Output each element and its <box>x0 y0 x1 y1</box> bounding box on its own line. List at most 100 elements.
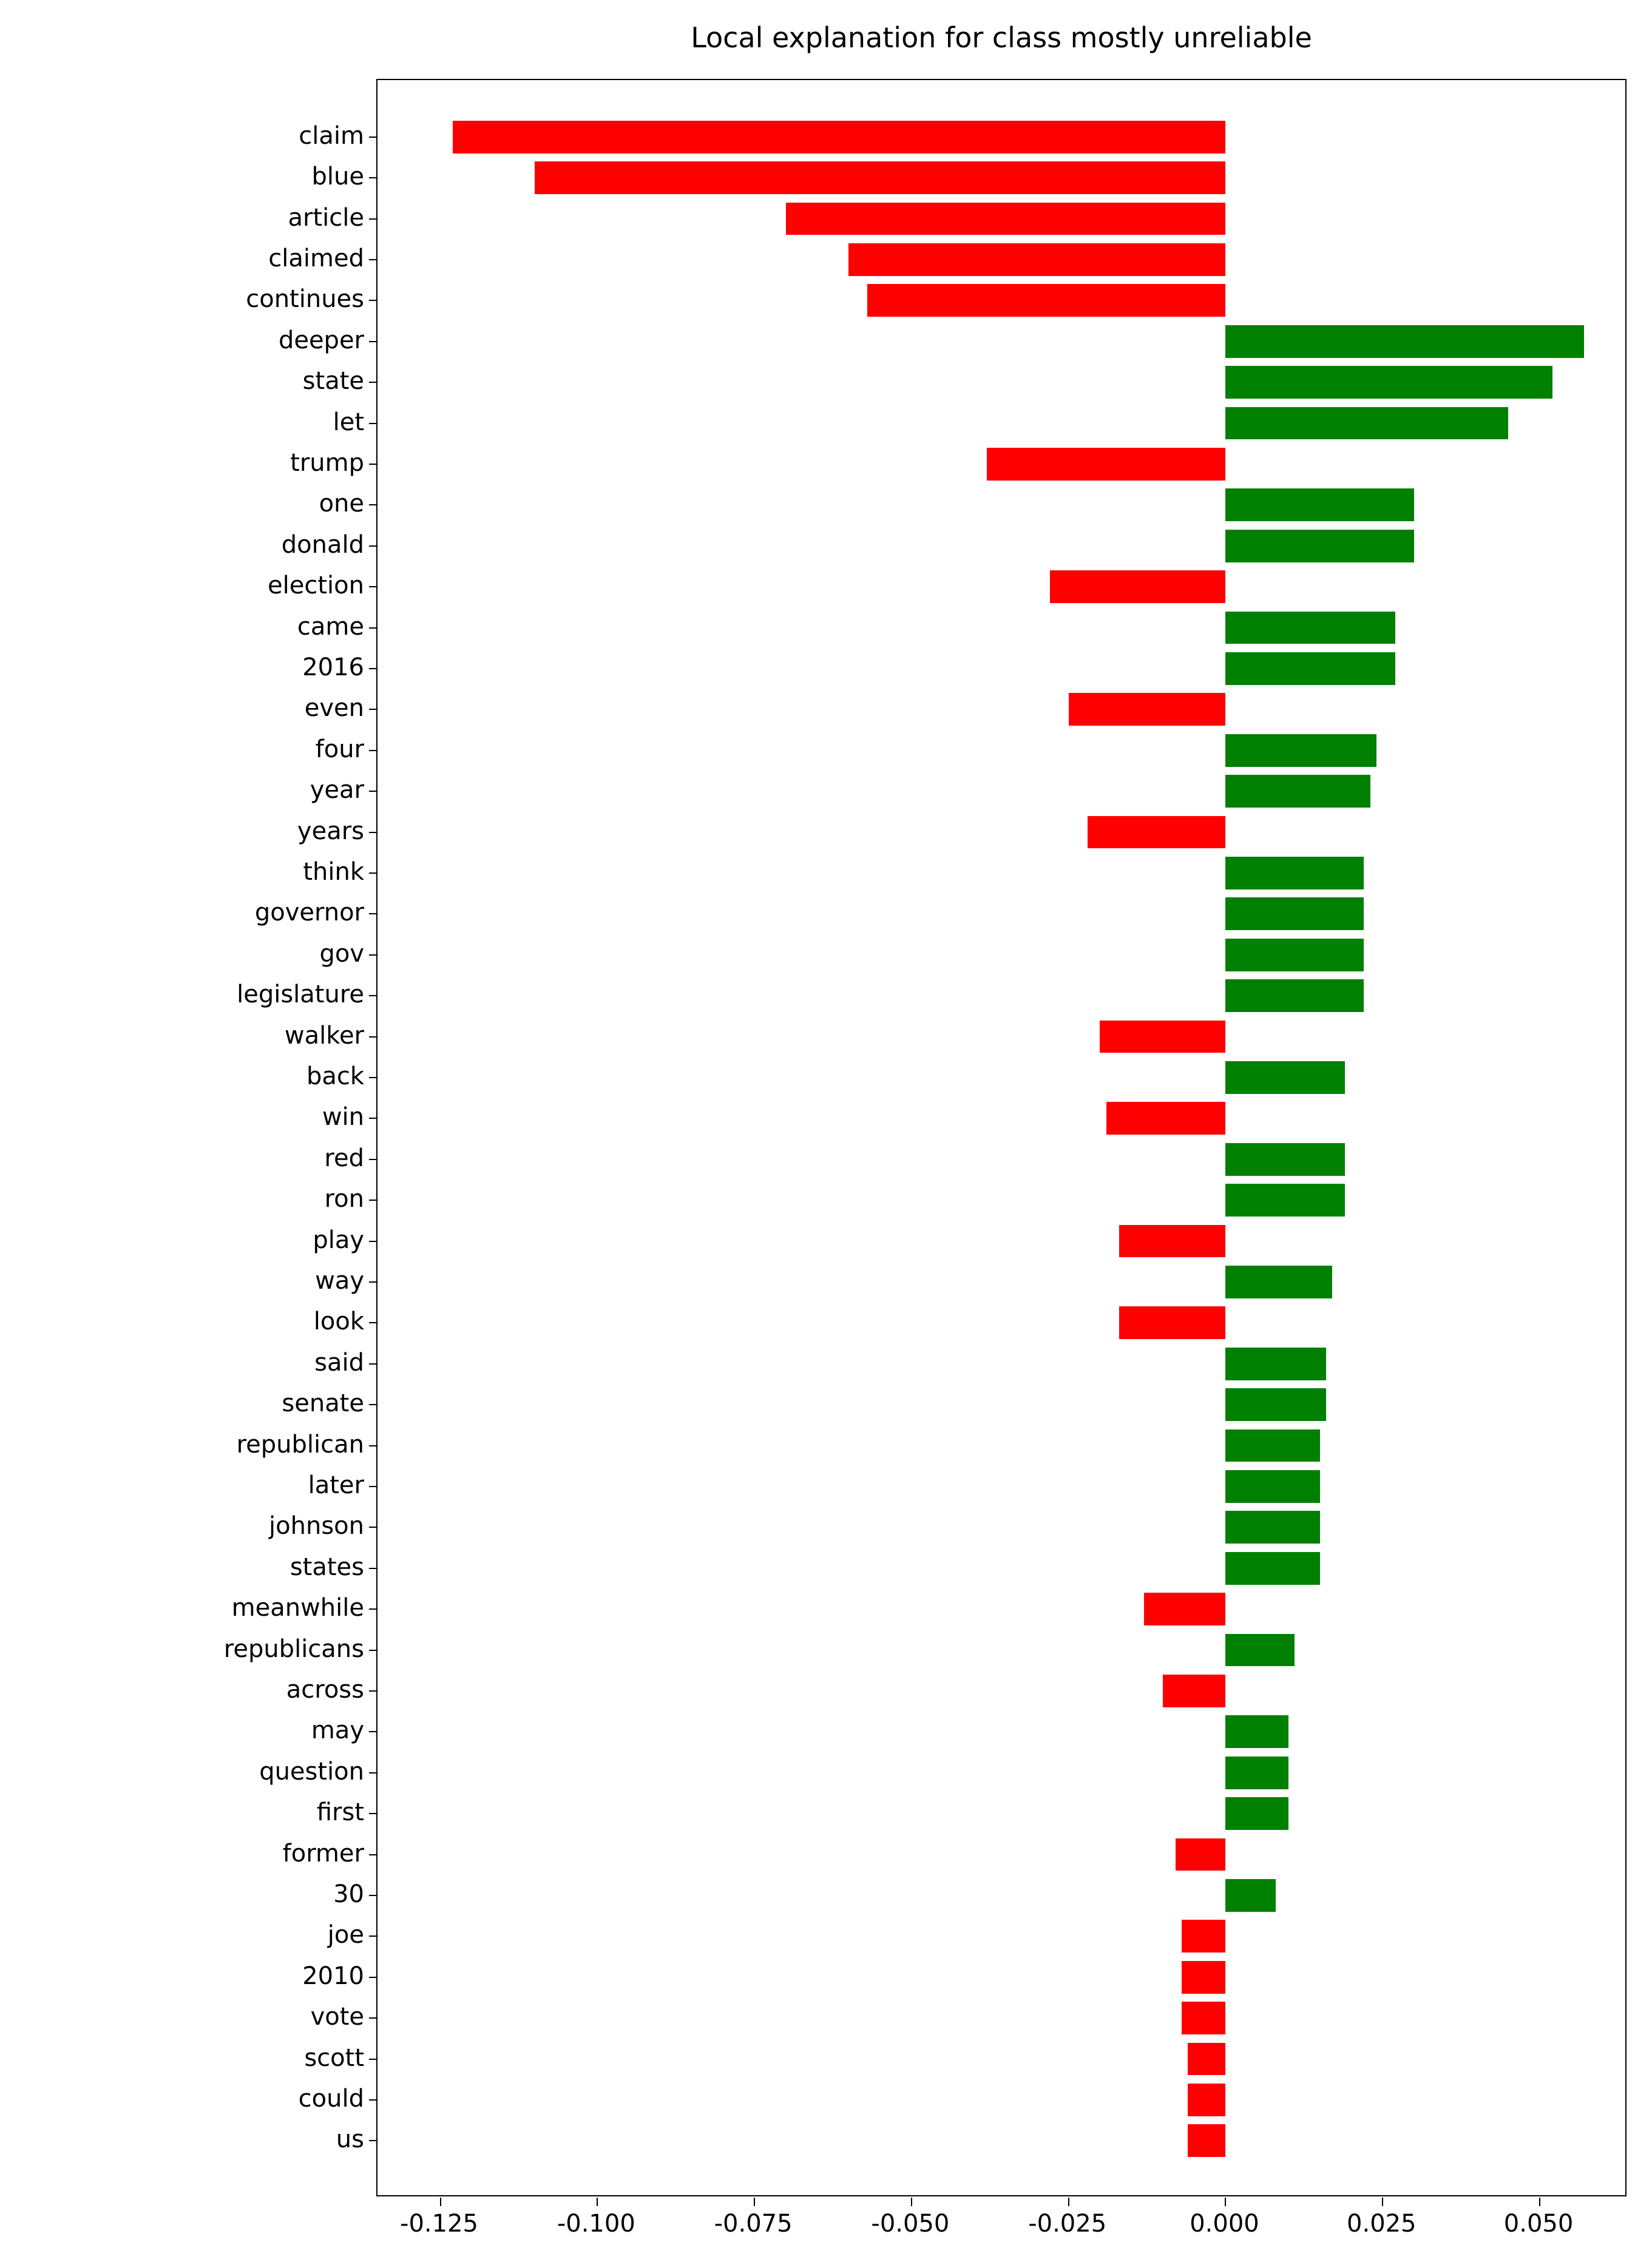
x-tick <box>1225 2198 1226 2206</box>
y-axis-label: think <box>303 858 364 886</box>
y-tick <box>369 259 377 260</box>
chart-container: Local explanation for class mostly unrel… <box>0 0 1652 2268</box>
bar <box>1225 1470 1319 1503</box>
bar <box>1225 530 1414 562</box>
y-tick <box>369 832 377 833</box>
y-axis-label: state <box>303 367 364 395</box>
x-tick-label: -0.100 <box>557 2210 635 2238</box>
bar <box>1050 570 1226 603</box>
y-axis-label: governor <box>255 899 364 926</box>
bar <box>1182 1961 1225 1994</box>
y-axis-label: win <box>322 1103 364 1131</box>
y-axis-label: year <box>310 776 364 804</box>
x-tick <box>754 2198 755 2206</box>
bar <box>1188 2084 1225 2116</box>
y-tick <box>369 1404 377 1405</box>
y-axis-label: could <box>299 2085 364 2113</box>
bar <box>1225 1797 1288 1830</box>
bar <box>1225 612 1395 644</box>
bar <box>1225 1184 1345 1217</box>
y-tick <box>369 1650 377 1651</box>
bar <box>535 161 1226 194</box>
y-tick <box>369 300 377 301</box>
bar <box>1069 693 1226 726</box>
y-tick <box>369 1322 377 1323</box>
y-tick <box>369 177 377 178</box>
bar <box>1182 2002 1225 2034</box>
y-axis-label: said <box>314 1349 364 1377</box>
y-axis-label: trump <box>290 449 364 477</box>
y-tick <box>369 709 377 710</box>
bar <box>453 121 1225 154</box>
y-tick <box>369 668 377 669</box>
y-axis-label: republicans <box>224 1635 364 1663</box>
y-tick <box>369 137 377 138</box>
bar <box>1225 734 1376 767</box>
y-tick <box>369 627 377 629</box>
y-tick <box>369 2140 377 2141</box>
y-axis-label: vote <box>311 2003 364 2031</box>
y-tick <box>369 1486 377 1487</box>
y-axis-label: even <box>305 694 364 722</box>
y-axis-label: one <box>319 490 364 518</box>
x-tick-label: 0.025 <box>1347 2210 1417 2238</box>
y-axis-label: deeper <box>279 326 364 354</box>
y-tick <box>369 2059 377 2060</box>
bar <box>1225 1757 1288 1789</box>
x-tick-label: -0.125 <box>400 2210 478 2238</box>
y-tick <box>369 218 377 220</box>
y-tick <box>369 2017 377 2019</box>
bar <box>1225 1388 1326 1421</box>
y-tick <box>369 1608 377 1610</box>
y-axis-label: 2010 <box>302 1962 364 1990</box>
y-axis-label: first <box>317 1798 364 1826</box>
x-tick <box>440 2198 441 2206</box>
y-axis-label: play <box>313 1226 364 1254</box>
y-axis-label: continues <box>246 285 364 313</box>
y-axis-label: claimed <box>268 245 364 272</box>
y-axis-label: scott <box>304 2044 364 2072</box>
y-tick <box>369 1527 377 1528</box>
y-axis-label: way <box>315 1267 364 1295</box>
y-tick <box>369 1077 377 1078</box>
bar <box>1225 939 1364 971</box>
y-axis-label: red <box>324 1144 364 1172</box>
x-tick-label: -0.050 <box>871 2210 949 2238</box>
bar <box>1225 1715 1288 1748</box>
y-axis-label: question <box>259 1758 364 1786</box>
y-tick <box>369 341 377 342</box>
y-tick <box>369 1281 377 1283</box>
bar <box>1225 979 1364 1012</box>
y-axis-label: 30 <box>333 1880 364 1908</box>
y-tick <box>369 995 377 996</box>
bar <box>1225 1061 1345 1094</box>
y-tick <box>369 1854 377 1855</box>
bar <box>1225 1879 1276 1912</box>
y-axis-label: walker <box>285 1022 364 1050</box>
bar <box>1163 1675 1226 1707</box>
bar <box>1225 366 1552 399</box>
y-axis-label: back <box>306 1062 364 1090</box>
bar <box>1119 1306 1226 1339</box>
y-axis-label: johnson <box>269 1512 364 1540</box>
y-tick <box>369 954 377 956</box>
bar <box>1225 1634 1295 1667</box>
y-axis-label: donald <box>282 531 364 559</box>
bar <box>1182 1920 1225 1952</box>
bar <box>1119 1225 1226 1258</box>
x-tick <box>1068 2198 1069 2206</box>
y-tick <box>369 1977 377 1978</box>
y-axis-label: look <box>314 1308 364 1335</box>
bar <box>1144 1593 1226 1625</box>
y-axis-label: joe <box>328 1921 364 1949</box>
y-axis-label: four <box>316 735 364 763</box>
y-tick <box>369 1159 377 1160</box>
bar <box>1188 2124 1225 2157</box>
y-axis-label: legislature <box>237 980 364 1008</box>
y-tick <box>369 750 377 751</box>
y-tick <box>369 1813 377 1814</box>
bar <box>1188 2043 1225 2076</box>
y-tick <box>369 872 377 874</box>
y-tick <box>369 1445 377 1446</box>
y-tick <box>369 1241 377 1242</box>
